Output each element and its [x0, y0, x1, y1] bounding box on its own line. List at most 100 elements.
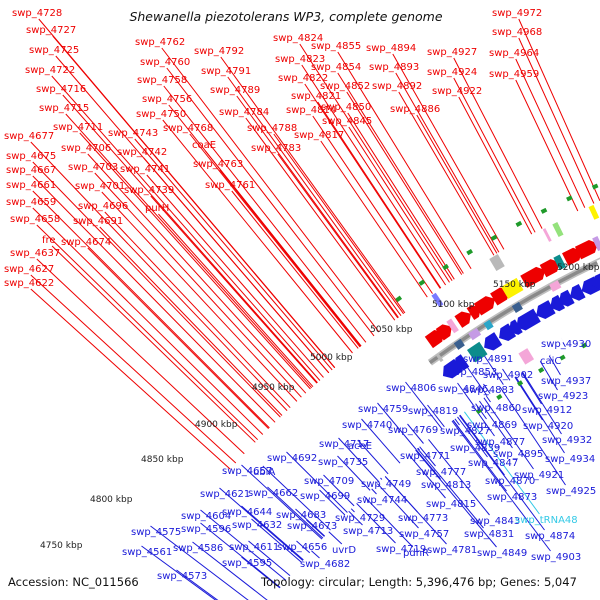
gene-label[interactable]: swp_4739 — [124, 185, 174, 196]
gene-label[interactable]: swp_4722 — [25, 65, 75, 76]
gene-label[interactable]: swp_4813 — [421, 480, 471, 491]
gene-label[interactable]: swp_4891 — [463, 354, 513, 365]
gene-label[interactable]: swp_4743 — [108, 128, 158, 139]
gene-label[interactable]: pdhR — [403, 548, 429, 559]
gene-label[interactable]: swp_4892 — [372, 81, 422, 92]
gene-label[interactable]: swp_4703 — [68, 162, 118, 173]
gene-label[interactable]: swp_4728 — [12, 8, 62, 19]
gene-label[interactable]: swp_4716 — [36, 84, 86, 95]
gene-label[interactable]: swp_4750 — [136, 109, 186, 120]
gene-label[interactable]: swp_4843 — [470, 516, 520, 527]
gene-label[interactable]: swp_4586 — [173, 543, 223, 554]
gene-label[interactable]: swp_4792 — [194, 46, 244, 57]
gene-label[interactable]: swp_4894 — [366, 43, 416, 54]
gene-label[interactable]: swp_4658 — [10, 214, 60, 225]
gene-label[interactable]: swp_4667 — [6, 165, 56, 176]
gene-label[interactable]: swp_4760 — [140, 57, 190, 68]
gene-label[interactable]: swp_4769 — [388, 425, 438, 436]
gene-label[interactable]: swp_4934 — [545, 454, 595, 465]
gene-label[interactable]: swp_4849 — [477, 548, 527, 559]
gene-label[interactable]: swp_4930 — [541, 339, 591, 350]
gene-label[interactable]: swp_4895 — [493, 449, 543, 460]
gene-label[interactable]: swp_4725 — [29, 45, 79, 56]
gene-label[interactable]: swp_4706 — [61, 143, 111, 154]
gene-label[interactable]: swp_4846 — [438, 384, 488, 395]
gene-label[interactable]: swp_4644 — [222, 507, 272, 518]
gene-label[interactable]: swp_4740 — [342, 420, 392, 431]
gene-label[interactable]: swp_4627 — [4, 264, 54, 275]
gene-label[interactable]: swp_4968 — [492, 27, 542, 38]
gene-label[interactable]: swp_4902 — [483, 370, 533, 381]
gene-labels[interactable]: swp_4728 swp_4727 swp_4725 swp_4722 swp_4716… — [4, 8, 596, 582]
gene-label[interactable]: swp_4821 — [291, 91, 341, 102]
gene-label[interactable]: swp_4777 — [416, 467, 466, 478]
gene-label[interactable]: swp_4761 — [205, 180, 255, 191]
gene-label[interactable]: swp_4850 — [321, 102, 371, 113]
gene-label[interactable]: swp_4735 — [318, 457, 368, 468]
gene-label[interactable]: swp_4717 — [319, 439, 369, 450]
gene-label[interactable]: swp_4853 — [447, 367, 497, 378]
gene-label[interactable]: swp_4783 — [251, 143, 301, 154]
gene-label[interactable]: swp_4822 — [278, 73, 328, 84]
gene-label[interactable]: swp_4711 — [53, 122, 103, 133]
gene-label[interactable]: swp_4692 — [267, 453, 317, 464]
gene-label[interactable]: swp_4839 — [450, 443, 500, 454]
gene-label[interactable]: coaE — [192, 140, 216, 151]
gene-label[interactable]: swp_4749 — [361, 479, 411, 490]
gene-label[interactable]: swp_4959 — [489, 69, 539, 80]
gene-label[interactable]: swp_4756 — [142, 94, 192, 105]
gene-label[interactable]: swp_4877 — [475, 437, 525, 448]
gene-label[interactable]: swp_4854 — [311, 62, 361, 73]
gene-label[interactable]: swp_4869 — [467, 420, 517, 431]
gene-label[interactable]: swp_4789 — [210, 85, 260, 96]
gene-label[interactable]: swp_4903 — [531, 552, 581, 563]
gene-label[interactable]: swp_4771 — [400, 451, 450, 462]
gene-label[interactable]: swp_4657 — [222, 466, 272, 477]
gene-label[interactable]: swp_4773 — [398, 513, 448, 524]
gene-label[interactable]: swp_4622 — [4, 278, 54, 289]
gene-label[interactable]: swp_4709 — [304, 476, 354, 487]
gene-label[interactable]: swp_4937 — [541, 376, 591, 387]
gene-label[interactable]: swp_4924 — [427, 67, 477, 78]
gene-label[interactable]: swp_4637 — [10, 248, 60, 259]
gene-label[interactable]: swp_4788 — [247, 123, 297, 134]
gene-label[interactable]: swp_4920 — [523, 421, 573, 432]
gene-label[interactable]: swp_4912 — [522, 405, 572, 416]
gene-label[interactable]: swp_4827 — [440, 426, 490, 437]
gene-label[interactable]: swp_4595 — [222, 558, 272, 569]
gene-label[interactable]: swp_4699 — [300, 491, 350, 502]
gene-label[interactable]: swp_4677 — [4, 131, 54, 142]
gene-label[interactable]: swp_4781 — [427, 545, 477, 556]
gene-label[interactable]: swp_4727 — [26, 25, 76, 36]
gene-label[interactable]: swp_4927 — [427, 47, 477, 58]
gene-label[interactable]: swp_4819 — [408, 406, 458, 417]
gene-label[interactable]: swp_4561 — [122, 547, 172, 558]
gene-label[interactable]: swp_4806 — [386, 383, 436, 394]
gene-label[interactable]: swp_4860 — [471, 403, 521, 414]
gene-label[interactable]: swp_4611 — [229, 542, 279, 553]
gene-label[interactable]: swp_4845 — [322, 116, 372, 127]
gene-label[interactable]: swp_4758 — [137, 75, 187, 86]
gene-label[interactable]: swp_4759 — [358, 404, 408, 415]
gene-label[interactable]: swp_4662 — [248, 488, 298, 499]
gene-label[interactable]: swp_4873 — [487, 492, 537, 503]
gene-label[interactable]: swp_4814 — [286, 105, 336, 116]
gene-label[interactable]: swp_4925 — [546, 486, 596, 497]
gene-label[interactable]: swp_4762 — [135, 37, 185, 48]
gene-label[interactable]: swp_4741 — [120, 164, 170, 175]
gene-label[interactable]: swp_4674 — [61, 237, 111, 248]
gene-label[interactable]: swp_4932 — [542, 435, 592, 446]
gene-label[interactable]: uvrD — [332, 545, 356, 556]
gene-label[interactable]: swp_4632 — [232, 520, 282, 531]
gene-label[interactable]: swp_4683 — [276, 510, 326, 521]
gene-label[interactable]: swp_4824 — [273, 33, 323, 44]
gene-label[interactable]: swp_4791 — [201, 66, 251, 77]
gene-label[interactable]: swp_4701 — [75, 181, 125, 192]
gene-label[interactable]: ubiA — [253, 467, 275, 478]
gene-label[interactable]: swp_4883 — [464, 385, 514, 396]
gene-label[interactable]: swp_4691 — [73, 216, 123, 227]
gene-label[interactable]: swp_4742 — [117, 147, 167, 158]
gene-label[interactable]: swp_4682 — [300, 559, 350, 570]
gene-label[interactable]: swp_4675 — [6, 151, 56, 162]
gene-label[interactable]: swp_4870 — [485, 476, 535, 487]
